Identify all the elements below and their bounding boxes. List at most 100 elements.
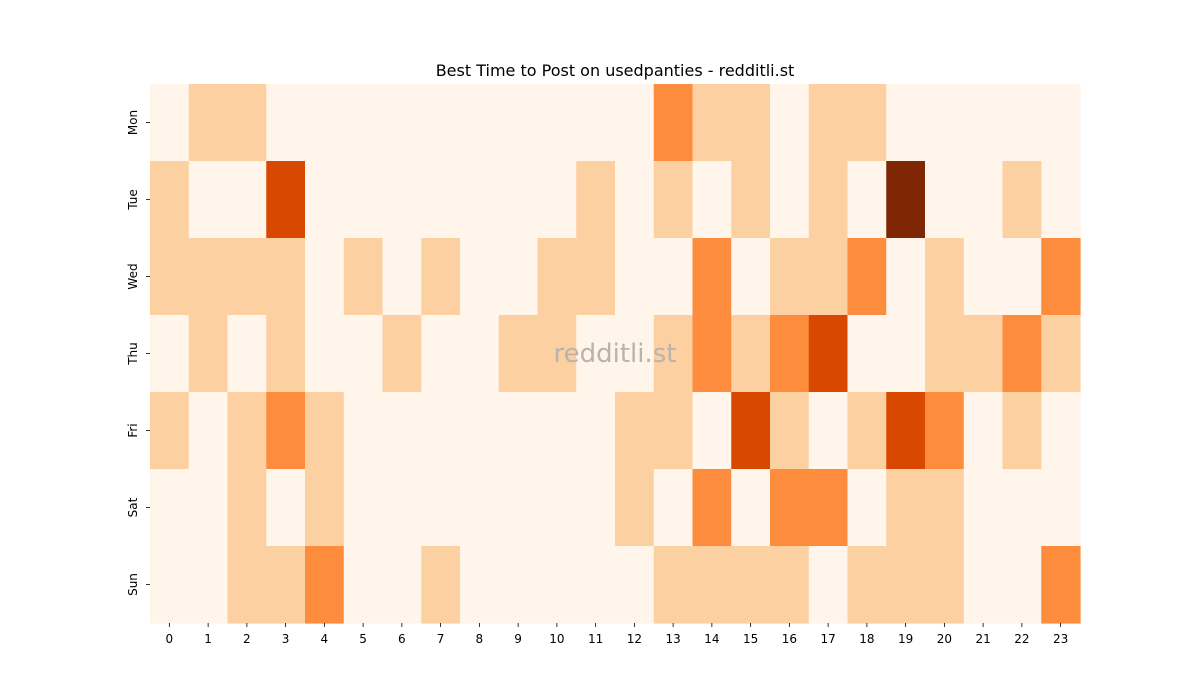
y-tick-label: Sat xyxy=(126,497,140,517)
heatmap-cell xyxy=(576,315,616,393)
heatmap-cell xyxy=(886,238,926,316)
heatmap-cell xyxy=(266,161,306,239)
heatmap-cell xyxy=(808,469,849,547)
heatmap-cell xyxy=(188,546,229,624)
heatmap-cell xyxy=(847,392,887,470)
heatmap-cell xyxy=(305,161,345,239)
heatmap-cell xyxy=(460,315,500,393)
heatmap-cell xyxy=(808,238,849,316)
heatmap-cell xyxy=(731,392,771,470)
heatmap-cell xyxy=(150,84,190,162)
x-tick-label: 9 xyxy=(514,632,522,646)
x-tick-label: 23 xyxy=(1053,632,1068,646)
heatmap-cell xyxy=(305,546,345,624)
heatmap-cell xyxy=(305,238,345,316)
heatmap-cell xyxy=(227,84,267,162)
heatmap-cell xyxy=(498,161,539,239)
x-tick-label: 4 xyxy=(321,632,329,646)
heatmap-cell xyxy=(266,469,306,547)
heatmap-cell xyxy=(653,546,694,624)
heatmap-cell xyxy=(537,238,577,316)
heatmap-cell xyxy=(886,315,926,393)
x-tick-label: 1 xyxy=(204,632,212,646)
heatmap-cell xyxy=(615,238,655,316)
heatmap-cell xyxy=(188,469,229,547)
heatmap-cell xyxy=(227,238,267,316)
heatmap-cell xyxy=(460,546,500,624)
heatmap-cell xyxy=(653,84,694,162)
heatmap-cell xyxy=(1041,315,1081,393)
heatmap-cell xyxy=(925,392,965,470)
heatmap-cell xyxy=(808,161,849,239)
heatmap-cell xyxy=(421,546,461,624)
heatmap-cell xyxy=(1002,392,1042,470)
x-tick-label: 7 xyxy=(437,632,445,646)
heatmap-cell xyxy=(886,392,926,470)
heatmap-cell xyxy=(847,315,887,393)
heatmap-cell xyxy=(731,469,771,547)
heatmap-cell xyxy=(1041,546,1081,624)
heatmap-cell xyxy=(770,84,810,162)
heatmap-cell xyxy=(1041,84,1081,162)
heatmap-cell xyxy=(925,315,965,393)
heatmap-cell xyxy=(847,546,887,624)
heatmap-cell xyxy=(1002,315,1042,393)
heatmap-cell xyxy=(343,546,384,624)
heatmap-cell xyxy=(382,238,422,316)
heatmap-cell xyxy=(925,238,965,316)
heatmap-cell xyxy=(615,161,655,239)
heatmap-cell xyxy=(421,161,461,239)
heatmap-cell xyxy=(1041,392,1081,470)
heatmap-cell xyxy=(227,315,267,393)
heatmap-cell xyxy=(615,392,655,470)
heatmap-cell xyxy=(1002,161,1042,239)
watermark: redditli.st xyxy=(554,339,677,369)
heatmap-cell xyxy=(305,84,345,162)
heatmap-cell xyxy=(770,161,810,239)
heatmap-cell xyxy=(382,84,422,162)
heatmap-cell xyxy=(537,315,577,393)
heatmap-cell xyxy=(576,161,616,239)
heatmap-cell xyxy=(692,238,732,316)
heatmap-cell xyxy=(498,546,539,624)
heatmap-cells xyxy=(150,84,1081,624)
heatmap-cell xyxy=(653,238,694,316)
heatmap-cell xyxy=(1002,546,1042,624)
x-tick-label: 11 xyxy=(588,632,603,646)
heatmap-cell xyxy=(770,546,810,624)
heatmap-cell xyxy=(460,392,500,470)
y-tick-label: Wed xyxy=(126,263,140,289)
heatmap-cell xyxy=(1041,161,1081,239)
x-tick-label: 10 xyxy=(549,632,564,646)
heatmap-cell xyxy=(731,161,771,239)
x-tick-label: 16 xyxy=(782,632,797,646)
heatmap-cell xyxy=(963,392,1004,470)
heatmap-cell xyxy=(770,392,810,470)
x-tick-label: 14 xyxy=(704,632,719,646)
heatmap-cell xyxy=(498,469,539,547)
y-tick-label: Sun xyxy=(126,573,140,596)
heatmap-cell xyxy=(770,315,810,393)
heatmap-cell xyxy=(925,161,965,239)
heatmap-cell xyxy=(150,238,190,316)
heatmap-cell xyxy=(227,161,267,239)
y-tick-label: Tue xyxy=(126,189,140,211)
heatmap-cell xyxy=(886,469,926,547)
heatmap-cell xyxy=(150,315,190,393)
heatmap-cell xyxy=(1002,238,1042,316)
x-tick-label: 17 xyxy=(820,632,835,646)
heatmap-cell xyxy=(847,469,887,547)
heatmap-cell xyxy=(808,392,849,470)
heatmap-cell xyxy=(266,392,306,470)
heatmap-cell xyxy=(150,469,190,547)
x-tick-label: 21 xyxy=(975,632,990,646)
heatmap-cell xyxy=(460,469,500,547)
heatmap-cell xyxy=(305,315,345,393)
heatmap-cell xyxy=(886,161,926,239)
heatmap-cell xyxy=(576,238,616,316)
heatmap-cell xyxy=(731,238,771,316)
heatmap-cell xyxy=(421,392,461,470)
heatmap-cell xyxy=(305,392,345,470)
heatmap-cell xyxy=(847,84,887,162)
